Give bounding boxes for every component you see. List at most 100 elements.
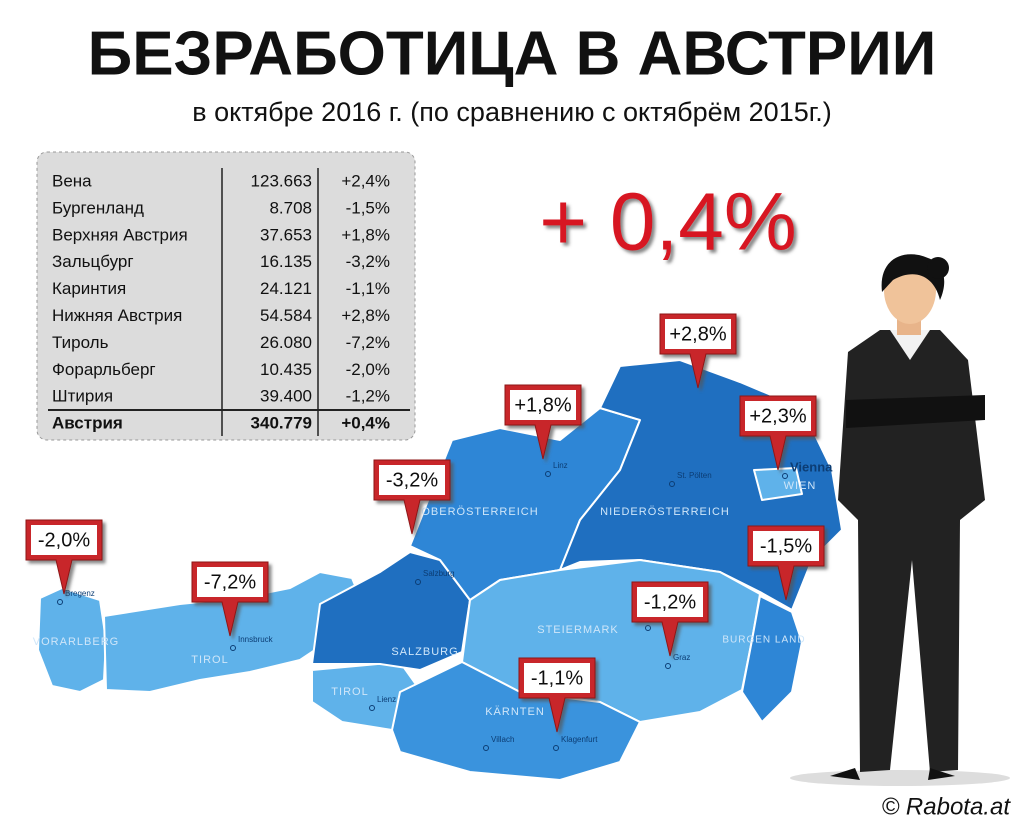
headline: + 0,4%	[539, 177, 797, 268]
table-cell: 24.121	[260, 279, 312, 298]
city-label: Vienna	[790, 459, 833, 474]
marker-label: -3,2%	[386, 469, 438, 491]
marker-face	[510, 390, 576, 420]
map-labels: VORARLBERG TIROL TIROL SALZBURG OBERÖSTERREI…	[33, 459, 833, 751]
table-cell: -1,2%	[346, 387, 390, 406]
table-cell: 26.080	[260, 333, 312, 352]
table-cell: Форарльберг	[52, 360, 156, 379]
city-label: Villach	[491, 735, 514, 744]
table-cell: 37.653	[260, 225, 312, 244]
table-cell: 8.708	[269, 198, 312, 217]
marker-face	[31, 525, 97, 555]
map-marker: -1,2%	[631, 581, 709, 657]
region-shape	[753, 467, 803, 501]
table-cell: Нижняя Австрия	[52, 306, 182, 325]
markers: -2,0% -7,2% -3,2% +1,8% +2,8% +2,3% -1,5% -1,2%…	[25, 313, 825, 733]
table-cell: Вена	[52, 171, 92, 190]
city-label: Graz	[673, 653, 690, 662]
city-label: Linz	[553, 461, 568, 470]
map-marker: -3,2%	[373, 459, 451, 535]
table-cell: Штирия	[52, 387, 113, 406]
city-dot	[665, 663, 671, 669]
region-label: SALZBURG	[391, 646, 458, 658]
marker-label: -1,1%	[531, 667, 583, 689]
city-dot	[369, 705, 375, 711]
table: Вена 123.663 +2,4% Бургенланд 8.708 -1,5% Верх…	[52, 171, 390, 432]
marker-label: -7,2%	[204, 571, 256, 593]
map-marker: -1,5%	[747, 525, 825, 601]
region-label: VORARLBERG	[33, 636, 119, 648]
marker-face	[379, 465, 445, 495]
table-cell: 10.435	[260, 360, 312, 379]
city-dot	[545, 471, 551, 477]
region-label: WIEN	[784, 480, 817, 492]
table-cell: 340.779	[251, 413, 312, 432]
table-cell: -3,2%	[346, 252, 390, 271]
city-dot	[669, 481, 675, 487]
title: БЕЗРАБОТИЦА В АВСТРИИ	[88, 19, 937, 88]
table-cell: 16.135	[260, 252, 312, 271]
marker-face	[524, 663, 590, 693]
marker-label: -1,2%	[644, 591, 696, 613]
businesswoman	[790, 254, 1010, 786]
table-cell: -7,2%	[346, 333, 390, 352]
city-dot	[57, 599, 63, 605]
map-marker: +2,8%	[659, 313, 737, 389]
region-label: NIEDERÖSTERREICH	[600, 506, 730, 518]
region-label: OBERÖSTERREICH	[421, 506, 538, 518]
city-label: Lienz	[377, 695, 396, 704]
marker-face	[197, 567, 263, 597]
region-label: STEIERMARK	[537, 624, 619, 636]
city-label: Klagenfurt	[561, 735, 598, 744]
map-marker: +1,8%	[504, 384, 582, 460]
city-dot	[230, 645, 236, 651]
marker-label: +2,3%	[749, 405, 806, 427]
table-cell: 123.663	[251, 171, 312, 190]
marker-label: +1,8%	[514, 394, 571, 416]
region-shape	[741, 595, 803, 723]
marker-label: -2,0%	[38, 529, 90, 551]
table-cell: +2,4%	[341, 171, 390, 190]
table-cell: 54.584	[260, 306, 312, 325]
table-cell: Тироль	[52, 333, 109, 352]
table-cell: +2,8%	[341, 306, 390, 325]
city-label: Bregenz	[65, 589, 95, 598]
city-label: St. Pölten	[677, 471, 712, 480]
marker-face	[665, 319, 731, 349]
marker-label: +2,8%	[669, 323, 726, 345]
city-label: Salzburg	[423, 569, 455, 578]
table-cell: 39.400	[260, 387, 312, 406]
table-cell: Каринтия	[52, 279, 126, 298]
city-dot	[782, 473, 788, 479]
marker-face	[753, 531, 819, 561]
table-cell: Зальцбург	[52, 252, 134, 271]
map-marker: +2,3%	[739, 395, 817, 471]
city-dot	[415, 579, 421, 585]
map-marker: -1,1%	[518, 657, 596, 733]
marker-label: -1,5%	[760, 535, 812, 557]
table-cell: -1,5%	[346, 198, 390, 217]
table-cell: Австрия	[52, 413, 123, 432]
city-dot	[553, 745, 559, 751]
table-cell: +0,4%	[341, 413, 390, 432]
copyright: © Rabota.at	[882, 793, 1012, 820]
table-cell: Верхняя Австрия	[52, 225, 188, 244]
map-marker: -2,0%	[25, 519, 103, 595]
region-label: TIROL	[331, 686, 368, 698]
marker-face	[637, 587, 703, 617]
table-cell: +1,8%	[341, 225, 390, 244]
table-cell: Бургенланд	[52, 198, 144, 217]
map-marker: -7,2%	[191, 561, 269, 637]
city-dot	[483, 745, 489, 751]
region-label: TIROL	[191, 654, 228, 666]
region-label: KÄRNTEN	[485, 706, 545, 718]
region-shape	[37, 587, 107, 693]
city-dot	[645, 625, 651, 631]
marker-face	[745, 401, 811, 431]
table-box	[36, 151, 416, 441]
city-label: Innsbruck	[238, 635, 274, 644]
table-cell: -1,1%	[346, 279, 390, 298]
table-cell: -2,0%	[346, 360, 390, 379]
subtitle: в октябре 2016 г. (по сравнению с октябр…	[192, 97, 832, 127]
region-shape	[391, 661, 641, 781]
